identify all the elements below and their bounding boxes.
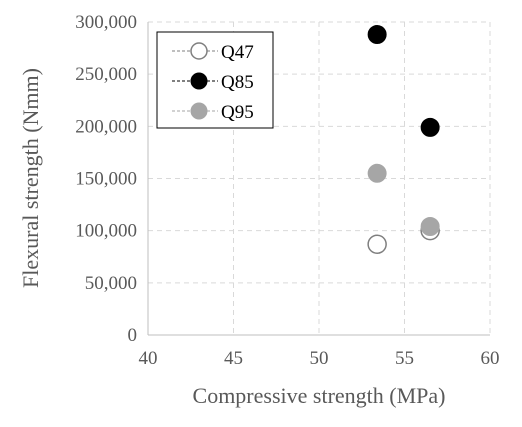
y-tick-label: 300,000 <box>75 12 137 33</box>
legend: Q47 Q85 Q95 <box>156 31 274 129</box>
y-tick-label: 250,000 <box>75 64 137 85</box>
y-axis-title: Flexural strength (Nmm) <box>18 68 43 288</box>
y-tick-label: 100,000 <box>75 221 137 242</box>
legend-marker-q47 <box>190 42 208 60</box>
axes <box>147 22 490 336</box>
y-tick-label: 150,000 <box>75 169 137 190</box>
y-tick-label: 50,000 <box>85 273 137 294</box>
x-tick-label: 55 <box>395 348 414 369</box>
data-point-q85 <box>420 117 440 137</box>
tick-labels: 40 45 50 55 60 0 50,000 100,000 150,000 200,000 25… <box>75 12 499 369</box>
data-point-q95 <box>420 216 440 236</box>
data-point-q47 <box>367 234 387 254</box>
y-tick-label: 0 <box>128 325 138 346</box>
legend-label-q95: Q95 <box>221 102 254 123</box>
legend-box <box>156 31 274 129</box>
x-axis-title: Compressive strength (MPa) <box>193 383 446 408</box>
x-tick-label: 50 <box>310 348 329 369</box>
y-tick-label: 200,000 <box>75 116 137 137</box>
legend-label-q47: Q47 <box>221 42 254 63</box>
legend-marker-q85 <box>190 72 208 90</box>
x-tick-label: 40 <box>139 348 158 369</box>
data-points <box>367 25 440 254</box>
x-tick-label: 60 <box>481 348 500 369</box>
legend-marker-q95 <box>190 102 208 120</box>
legend-label-q85: Q85 <box>221 72 254 93</box>
x-tick-label: 45 <box>224 348 243 369</box>
data-point-q85 <box>367 25 387 45</box>
data-point-q95 <box>367 163 387 183</box>
